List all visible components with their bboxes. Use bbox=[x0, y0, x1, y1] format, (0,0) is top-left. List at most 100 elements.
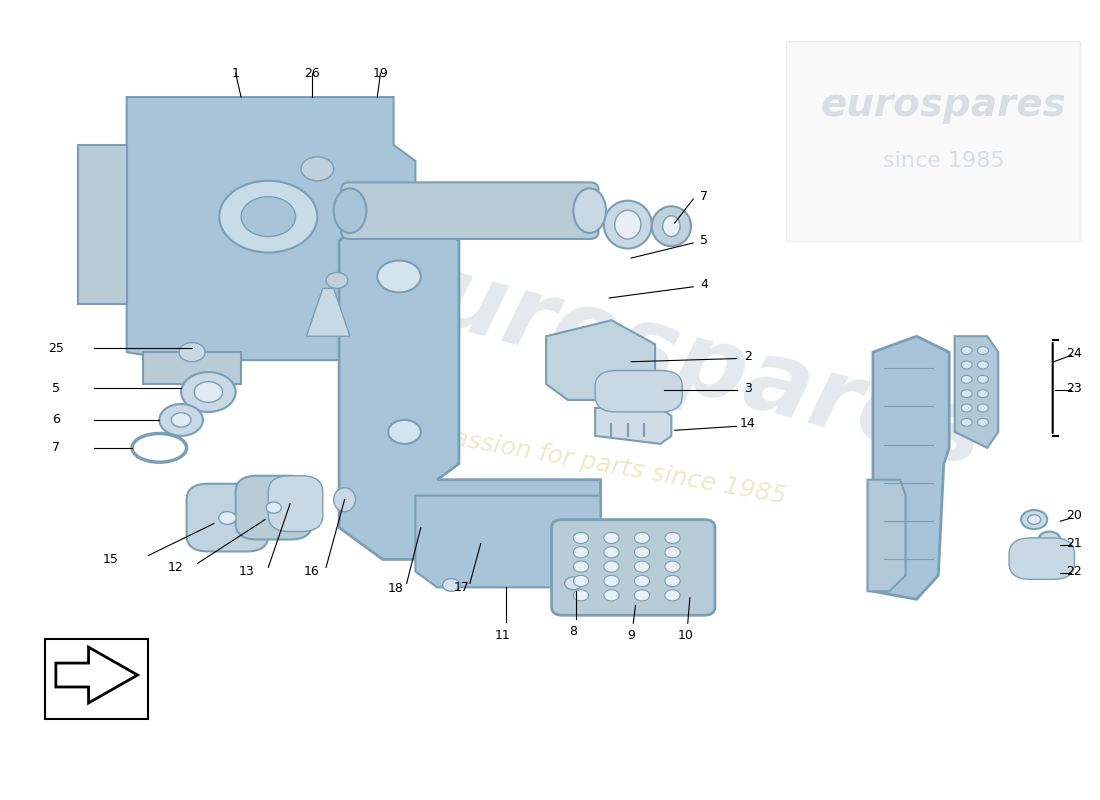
Circle shape bbox=[635, 532, 650, 543]
Circle shape bbox=[635, 561, 650, 572]
Circle shape bbox=[573, 590, 588, 601]
Circle shape bbox=[664, 532, 680, 543]
Polygon shape bbox=[868, 480, 905, 591]
Circle shape bbox=[635, 590, 650, 601]
Circle shape bbox=[219, 181, 317, 253]
Text: since 1985: since 1985 bbox=[883, 151, 1004, 171]
Circle shape bbox=[573, 546, 588, 558]
Circle shape bbox=[573, 561, 588, 572]
Ellipse shape bbox=[333, 488, 355, 512]
Text: 24: 24 bbox=[1067, 347, 1082, 360]
Text: 10: 10 bbox=[678, 629, 693, 642]
Ellipse shape bbox=[615, 210, 641, 239]
Text: 16: 16 bbox=[304, 565, 320, 578]
Circle shape bbox=[635, 575, 650, 586]
Text: 22: 22 bbox=[1067, 565, 1082, 578]
FancyBboxPatch shape bbox=[268, 476, 322, 531]
FancyBboxPatch shape bbox=[1009, 538, 1075, 579]
Circle shape bbox=[179, 342, 205, 362]
Circle shape bbox=[573, 532, 588, 543]
Polygon shape bbox=[126, 97, 416, 360]
Polygon shape bbox=[143, 352, 241, 384]
Circle shape bbox=[604, 546, 619, 558]
Text: 1: 1 bbox=[232, 66, 240, 80]
Polygon shape bbox=[416, 496, 601, 587]
Circle shape bbox=[266, 502, 282, 514]
FancyBboxPatch shape bbox=[235, 476, 312, 539]
Polygon shape bbox=[873, 336, 949, 599]
Circle shape bbox=[604, 532, 619, 543]
FancyBboxPatch shape bbox=[595, 370, 682, 412]
Text: 5: 5 bbox=[700, 234, 708, 247]
Circle shape bbox=[604, 575, 619, 586]
Polygon shape bbox=[546, 320, 654, 400]
Text: 7: 7 bbox=[52, 442, 59, 454]
Text: 15: 15 bbox=[102, 553, 119, 566]
Circle shape bbox=[635, 546, 650, 558]
Text: 8: 8 bbox=[570, 625, 578, 638]
Circle shape bbox=[326, 273, 348, 288]
Text: 6: 6 bbox=[52, 414, 59, 426]
Circle shape bbox=[301, 157, 333, 181]
Circle shape bbox=[664, 546, 680, 558]
Ellipse shape bbox=[662, 216, 680, 237]
Circle shape bbox=[377, 261, 421, 292]
Text: 4: 4 bbox=[700, 278, 708, 291]
Circle shape bbox=[1038, 531, 1060, 547]
Text: 19: 19 bbox=[373, 66, 388, 80]
Circle shape bbox=[564, 577, 582, 590]
Text: 26: 26 bbox=[304, 66, 320, 80]
Circle shape bbox=[961, 404, 972, 412]
Circle shape bbox=[961, 361, 972, 369]
Text: 3: 3 bbox=[744, 382, 751, 394]
Circle shape bbox=[664, 590, 680, 601]
Text: 17: 17 bbox=[453, 581, 469, 594]
Text: 23: 23 bbox=[1067, 382, 1082, 394]
Circle shape bbox=[978, 404, 989, 412]
Text: 12: 12 bbox=[168, 561, 184, 574]
Text: 7: 7 bbox=[700, 190, 708, 203]
Ellipse shape bbox=[652, 206, 691, 246]
Polygon shape bbox=[56, 647, 138, 703]
Text: 18: 18 bbox=[388, 582, 404, 595]
Ellipse shape bbox=[172, 413, 191, 427]
Text: 2: 2 bbox=[744, 350, 751, 362]
Circle shape bbox=[573, 575, 588, 586]
Circle shape bbox=[664, 575, 680, 586]
Circle shape bbox=[978, 375, 989, 383]
Ellipse shape bbox=[182, 372, 235, 412]
Text: 11: 11 bbox=[495, 629, 510, 642]
FancyBboxPatch shape bbox=[551, 519, 715, 615]
Circle shape bbox=[219, 512, 236, 524]
Polygon shape bbox=[307, 288, 350, 336]
Text: 5: 5 bbox=[52, 382, 59, 394]
Circle shape bbox=[1021, 510, 1047, 529]
FancyBboxPatch shape bbox=[187, 484, 268, 551]
Text: 9: 9 bbox=[627, 629, 635, 642]
Polygon shape bbox=[955, 336, 998, 448]
Circle shape bbox=[604, 561, 619, 572]
Polygon shape bbox=[595, 408, 671, 444]
Circle shape bbox=[604, 590, 619, 601]
Polygon shape bbox=[78, 145, 126, 304]
Circle shape bbox=[442, 578, 460, 591]
Text: eurospares: eurospares bbox=[821, 86, 1067, 124]
Text: a passion for parts since 1985: a passion for parts since 1985 bbox=[412, 419, 789, 508]
Text: 25: 25 bbox=[48, 342, 64, 354]
Text: 20: 20 bbox=[1067, 509, 1082, 522]
Ellipse shape bbox=[195, 382, 222, 402]
Circle shape bbox=[978, 361, 989, 369]
Text: 14: 14 bbox=[740, 418, 756, 430]
Text: eurospares: eurospares bbox=[359, 231, 994, 489]
Circle shape bbox=[664, 561, 680, 572]
Circle shape bbox=[961, 418, 972, 426]
Circle shape bbox=[1027, 515, 1041, 524]
Circle shape bbox=[388, 420, 421, 444]
Text: 21: 21 bbox=[1067, 537, 1082, 550]
Ellipse shape bbox=[160, 404, 202, 436]
FancyBboxPatch shape bbox=[341, 182, 598, 239]
Ellipse shape bbox=[604, 201, 652, 249]
Circle shape bbox=[961, 346, 972, 354]
Polygon shape bbox=[785, 42, 1080, 241]
Text: 13: 13 bbox=[239, 565, 254, 578]
